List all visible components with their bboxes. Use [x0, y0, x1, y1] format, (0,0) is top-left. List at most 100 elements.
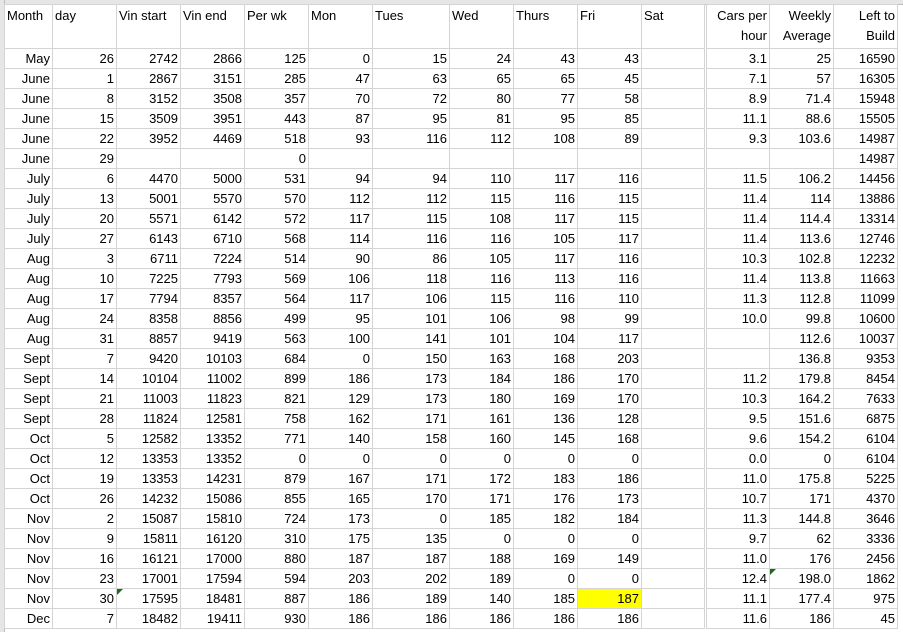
- cell-day[interactable]: 31: [52, 328, 117, 349]
- cell-fri[interactable]: 116: [577, 268, 642, 289]
- cell-wed[interactable]: 189: [449, 568, 514, 589]
- cell-day[interactable]: 6: [52, 168, 117, 189]
- cell-fri[interactable]: 203: [577, 348, 642, 369]
- cell-day[interactable]: 23: [52, 568, 117, 589]
- cell-left-to-build[interactable]: 14987: [833, 128, 898, 149]
- cell-sat[interactable]: [641, 88, 707, 109]
- cell-sat[interactable]: [641, 188, 707, 209]
- cell-day[interactable]: 28: [52, 408, 117, 429]
- cell-left-to-build[interactable]: 6104: [833, 428, 898, 449]
- cell-fri[interactable]: 168: [577, 428, 642, 449]
- cell-mon[interactable]: 100: [308, 328, 373, 349]
- header-fri[interactable]: Fri: [577, 4, 642, 49]
- cell-thurs[interactable]: 43: [513, 48, 578, 69]
- cell-weekly-average[interactable]: 164.2: [769, 388, 834, 409]
- cell-month[interactable]: Oct: [4, 448, 53, 469]
- cell-day[interactable]: 19: [52, 468, 117, 489]
- cell-fri[interactable]: 128: [577, 408, 642, 429]
- cell-month[interactable]: Aug: [4, 248, 53, 269]
- cell-thurs[interactable]: 95: [513, 108, 578, 129]
- cell-month[interactable]: July: [4, 188, 53, 209]
- header-tues[interactable]: Tues: [372, 4, 450, 49]
- cell-fri[interactable]: 117: [577, 228, 642, 249]
- cell-wed[interactable]: [449, 148, 514, 169]
- cell-vin-end[interactable]: 4469: [180, 128, 245, 149]
- cell-left-to-build[interactable]: 13886: [833, 188, 898, 209]
- cell-sat[interactable]: [641, 568, 707, 589]
- cell-day[interactable]: 5: [52, 428, 117, 449]
- cell-vin-start[interactable]: 2867: [116, 68, 181, 89]
- cell-cars-per-hour[interactable]: 9.6: [705, 428, 770, 449]
- cell-weekly-average[interactable]: 176: [769, 548, 834, 569]
- cell-month[interactable]: Nov: [4, 508, 53, 529]
- cell-weekly-average[interactable]: 71.4: [769, 88, 834, 109]
- cell-wed[interactable]: 160: [449, 428, 514, 449]
- cell-vin-end[interactable]: 17594: [180, 568, 245, 589]
- cell-cars-per-hour[interactable]: 8.9: [705, 88, 770, 109]
- header-sat[interactable]: Sat: [641, 4, 707, 49]
- cell-thurs[interactable]: 168: [513, 348, 578, 369]
- cell-left-to-build[interactable]: 975: [833, 588, 898, 609]
- cell-vin-start[interactable]: 12582: [116, 428, 181, 449]
- cell-left-to-build[interactable]: 15948: [833, 88, 898, 109]
- cell-per-wk[interactable]: 930: [244, 608, 309, 629]
- cell-vin-start[interactable]: 3509: [116, 108, 181, 129]
- cell-vin-start[interactable]: 5001: [116, 188, 181, 209]
- cell-vin-end[interactable]: 17000: [180, 548, 245, 569]
- cell-month[interactable]: Nov: [4, 588, 53, 609]
- cell-wed[interactable]: 65: [449, 68, 514, 89]
- cell-fri[interactable]: 173: [577, 488, 642, 509]
- cell-vin-start[interactable]: 3152: [116, 88, 181, 109]
- cell-vin-start[interactable]: 3952: [116, 128, 181, 149]
- cell-cars-per-hour[interactable]: 10.3: [705, 248, 770, 269]
- cell-weekly-average[interactable]: 99.8: [769, 308, 834, 329]
- cell-fri[interactable]: 99: [577, 308, 642, 329]
- cell-month[interactable]: July: [4, 168, 53, 189]
- cell-weekly-average[interactable]: [769, 148, 834, 169]
- cell-sat[interactable]: [641, 248, 707, 269]
- cell-sat[interactable]: [641, 528, 707, 549]
- cell-day[interactable]: 9: [52, 528, 117, 549]
- cell-vin-start[interactable]: 7225: [116, 268, 181, 289]
- cell-cars-per-hour[interactable]: 11.3: [705, 508, 770, 529]
- cell-thurs[interactable]: 145: [513, 428, 578, 449]
- cell-tues[interactable]: 118: [372, 268, 450, 289]
- cell-vin-start[interactable]: 15087: [116, 508, 181, 529]
- cell-per-wk[interactable]: 563: [244, 328, 309, 349]
- cell-day[interactable]: 10: [52, 268, 117, 289]
- cell-vin-start[interactable]: 13353: [116, 448, 181, 469]
- cell-left-to-build[interactable]: 12232: [833, 248, 898, 269]
- cell-sat[interactable]: [641, 308, 707, 329]
- cell-per-wk[interactable]: 821: [244, 388, 309, 409]
- cell-month[interactable]: Sept: [4, 348, 53, 369]
- cell-sat[interactable]: [641, 128, 707, 149]
- cell-vin-end[interactable]: 3151: [180, 68, 245, 89]
- header-vin-start[interactable]: Vin start: [116, 4, 181, 49]
- cell-wed[interactable]: 108: [449, 208, 514, 229]
- cell-weekly-average[interactable]: 62: [769, 528, 834, 549]
- cell-month[interactable]: July: [4, 208, 53, 229]
- cell-left-to-build[interactable]: 10600: [833, 308, 898, 329]
- cell-thurs[interactable]: 0: [513, 448, 578, 469]
- cell-wed[interactable]: 140: [449, 588, 514, 609]
- cell-day[interactable]: 1: [52, 68, 117, 89]
- cell-fri[interactable]: 170: [577, 368, 642, 389]
- cell-month[interactable]: Nov: [4, 528, 53, 549]
- cell-month[interactable]: Aug: [4, 288, 53, 309]
- cell-per-wk[interactable]: 443: [244, 108, 309, 129]
- cell-sat[interactable]: [641, 368, 707, 389]
- cell-cars-per-hour[interactable]: 3.1: [705, 48, 770, 69]
- cell-per-wk[interactable]: 887: [244, 588, 309, 609]
- cell-sat[interactable]: [641, 68, 707, 89]
- cell-day[interactable]: 26: [52, 48, 117, 69]
- cell-sat[interactable]: [641, 488, 707, 509]
- cell-left-to-build[interactable]: 7633: [833, 388, 898, 409]
- cell-vin-start[interactable]: 4470: [116, 168, 181, 189]
- cell-vin-start[interactable]: 2742: [116, 48, 181, 69]
- cell-tues[interactable]: 187: [372, 548, 450, 569]
- cell-mon[interactable]: 186: [308, 588, 373, 609]
- cell-mon[interactable]: 94: [308, 168, 373, 189]
- cell-mon[interactable]: 87: [308, 108, 373, 129]
- cell-left-to-build[interactable]: 5225: [833, 468, 898, 489]
- cell-month[interactable]: June: [4, 68, 53, 89]
